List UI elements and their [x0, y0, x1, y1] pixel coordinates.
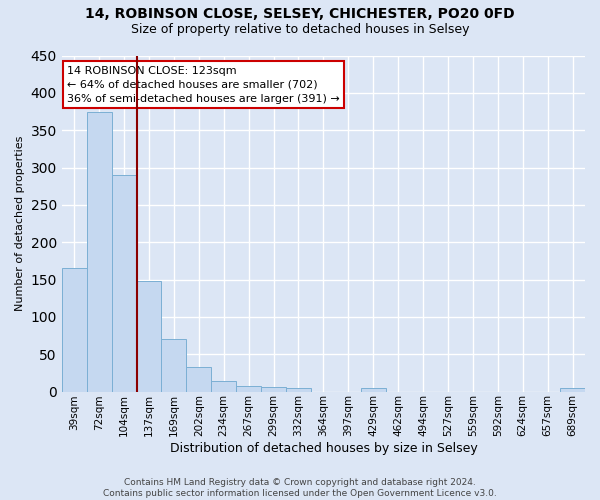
Bar — [112, 175, 137, 392]
Bar — [261, 387, 286, 392]
Bar — [161, 340, 187, 392]
Bar — [286, 388, 311, 392]
Bar — [187, 367, 211, 392]
Text: 14, ROBINSON CLOSE, SELSEY, CHICHESTER, PO20 0FD: 14, ROBINSON CLOSE, SELSEY, CHICHESTER, … — [85, 8, 515, 22]
Text: Size of property relative to detached houses in Selsey: Size of property relative to detached ho… — [131, 22, 469, 36]
Bar — [211, 381, 236, 392]
Bar — [137, 281, 161, 392]
Text: Contains HM Land Registry data © Crown copyright and database right 2024.
Contai: Contains HM Land Registry data © Crown c… — [103, 478, 497, 498]
Text: 14 ROBINSON CLOSE: 123sqm
← 64% of detached houses are smaller (702)
36% of semi: 14 ROBINSON CLOSE: 123sqm ← 64% of detac… — [67, 66, 340, 104]
Bar — [361, 388, 386, 392]
Y-axis label: Number of detached properties: Number of detached properties — [15, 136, 25, 311]
Bar — [236, 386, 261, 392]
X-axis label: Distribution of detached houses by size in Selsey: Distribution of detached houses by size … — [170, 442, 477, 455]
Bar — [560, 388, 585, 392]
Bar — [87, 112, 112, 392]
Bar — [62, 268, 87, 392]
